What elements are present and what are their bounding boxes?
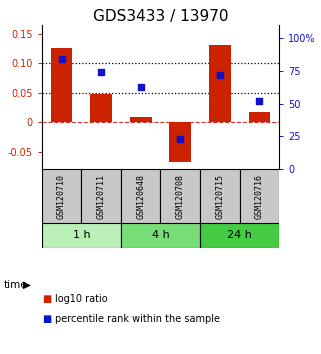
Bar: [169, 122, 191, 162]
Bar: [90, 94, 112, 122]
Text: time: time: [3, 280, 27, 290]
Bar: [160, 169, 200, 223]
Text: GSM120711: GSM120711: [97, 174, 106, 219]
Bar: [200, 223, 279, 248]
Bar: [130, 118, 152, 122]
Text: log10 ratio: log10 ratio: [55, 294, 107, 304]
Point: [138, 84, 143, 89]
Point: [178, 136, 183, 142]
Title: GDS3433 / 13970: GDS3433 / 13970: [93, 8, 228, 24]
Bar: [121, 223, 200, 248]
Text: 1 h: 1 h: [73, 230, 90, 240]
Point: [59, 56, 64, 62]
Text: GSM120648: GSM120648: [136, 174, 145, 219]
Text: ▶: ▶: [23, 280, 31, 290]
Text: GSM120710: GSM120710: [57, 174, 66, 219]
Bar: [81, 169, 121, 223]
Point: [257, 98, 262, 104]
Bar: [51, 48, 73, 122]
Point: [99, 69, 104, 75]
Bar: [248, 112, 270, 122]
Text: GSM120716: GSM120716: [255, 174, 264, 219]
Text: 4 h: 4 h: [152, 230, 169, 240]
Text: percentile rank within the sample: percentile rank within the sample: [55, 314, 220, 324]
Point: [217, 72, 222, 78]
Text: GSM120708: GSM120708: [176, 174, 185, 219]
Bar: [42, 223, 121, 248]
Bar: [240, 169, 279, 223]
Text: ■: ■: [42, 314, 51, 324]
Bar: [42, 169, 81, 223]
Text: ■: ■: [42, 294, 51, 304]
Bar: [200, 169, 240, 223]
Text: GSM120715: GSM120715: [215, 174, 224, 219]
Bar: [209, 45, 231, 122]
Bar: [121, 169, 160, 223]
Text: 24 h: 24 h: [227, 230, 252, 240]
